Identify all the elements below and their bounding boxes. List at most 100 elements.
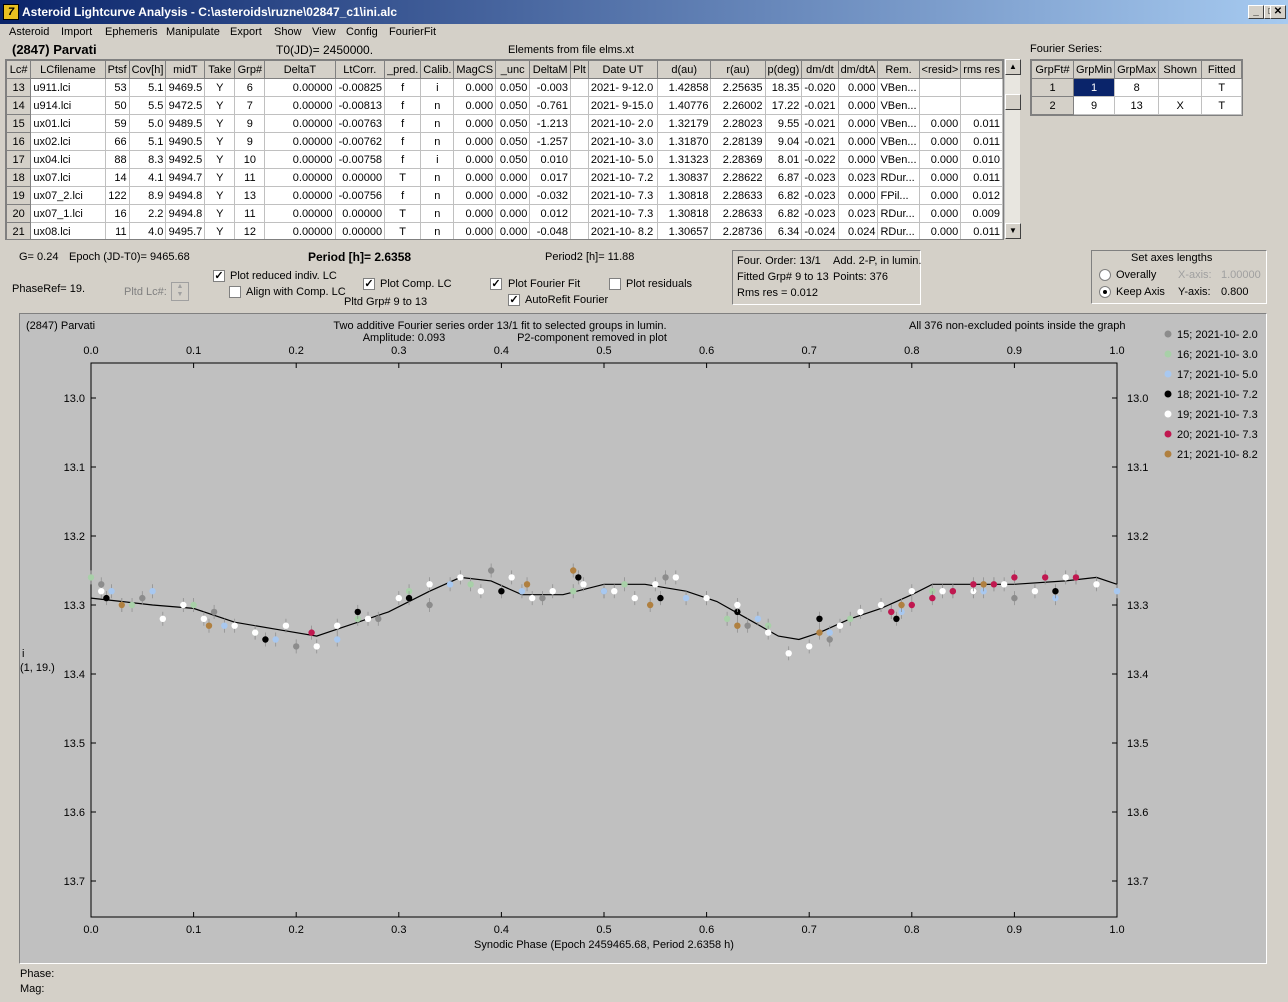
table-cell[interactable]: 66 (104, 132, 130, 151)
table-cell[interactable]: 2.28736 (710, 222, 766, 239)
plot-residuals-checkbox[interactable] (609, 278, 621, 290)
table-cell[interactable]: 0.024 (837, 222, 879, 239)
table-cell[interactable]: 59 (104, 114, 130, 133)
table-cell[interactable]: 2.28023 (710, 114, 766, 133)
table-cell[interactable]: 2021-10- 7.2 (587, 168, 659, 187)
table-cell[interactable]: -0.003 (529, 78, 571, 97)
table-cell[interactable]: 2.28369 (710, 150, 766, 169)
table-cell[interactable]: 9494.8 (165, 204, 206, 223)
row-header[interactable]: 17 (6, 150, 32, 169)
table-cell[interactable]: 0.011 (960, 114, 1003, 133)
table-cell[interactable]: 0.000 (918, 150, 962, 169)
table-cell[interactable]: 11 (104, 222, 130, 239)
table-cell[interactable]: 0.000 (495, 186, 531, 205)
menu-config[interactable]: Config (346, 26, 378, 38)
table-cell[interactable] (570, 132, 589, 151)
column-header[interactable]: Date UT (587, 60, 659, 79)
table-cell[interactable]: 0.000 (495, 204, 531, 223)
fourier-cell[interactable]: 13 (1114, 96, 1160, 115)
table-cell[interactable]: -0.021 (801, 132, 839, 151)
table-cell[interactable]: ux08.lci (30, 222, 106, 239)
table-row[interactable]: 16 ux02.lci 66 5.1 9490.5 Y 9 0.00000 -0.00762 f n… (6, 132, 1003, 151)
plot-fourier-checkbox[interactable]: ✓ (490, 278, 502, 290)
table-cell[interactable]: RDur... (877, 204, 920, 223)
table-cell[interactable]: 12 (234, 222, 266, 239)
column-header[interactable]: MagCS (453, 60, 497, 79)
table-cell[interactable]: 6 (234, 78, 266, 97)
column-header[interactable]: Take (204, 60, 236, 79)
table-cell[interactable]: -0.00763 (334, 114, 386, 133)
table-cell[interactable]: 1.30818 (657, 186, 712, 205)
table-cell[interactable]: u911.lci (30, 78, 106, 97)
table-cell[interactable]: 0.050 (495, 78, 531, 97)
table-cell[interactable]: 0.000 (453, 114, 497, 133)
table-cell[interactable]: 8.01 (764, 150, 803, 169)
column-header[interactable]: Lc# (6, 60, 32, 79)
plot-comp-checkbox[interactable]: ✓ (363, 278, 375, 290)
table-cell[interactable]: T (384, 168, 422, 187)
table-cell[interactable]: ux02.lci (30, 132, 106, 151)
plot-reduced-checkbox[interactable]: ✓ (213, 270, 225, 282)
column-header[interactable]: _pred. (384, 60, 422, 79)
table-cell[interactable]: 9472.5 (165, 96, 206, 115)
table-cell[interactable]: 0.00000 (264, 168, 336, 187)
table-cell[interactable]: 0.012 (960, 186, 1003, 205)
table-cell[interactable]: 11 (234, 168, 266, 187)
table-cell[interactable]: 0.000 (837, 186, 879, 205)
table-cell[interactable]: n (420, 222, 455, 239)
table-cell[interactable]: 9 (234, 114, 266, 133)
table-cell[interactable]: 1.32179 (657, 114, 712, 133)
table-cell[interactable] (570, 186, 589, 205)
table-cell[interactable]: 0.011 (960, 132, 1003, 151)
table-cell[interactable]: 0.050 (495, 132, 531, 151)
table-cell[interactable]: -0.00813 (334, 96, 386, 115)
menu-ephemeris[interactable]: Ephemeris (105, 26, 158, 38)
xaxis-value[interactable]: 1.00000 (1221, 269, 1261, 281)
table-cell[interactable]: T (384, 222, 422, 239)
column-header[interactable]: d(au) (657, 60, 712, 79)
table-cell[interactable]: 2021-10- 2.0 (587, 114, 659, 133)
table-cell[interactable]: 122 (104, 186, 130, 205)
table-cell[interactable]: -0.021 (801, 114, 839, 133)
table-cell[interactable]: 0.000 (453, 150, 497, 169)
table-cell[interactable]: 9492.5 (165, 150, 206, 169)
table-cell[interactable]: 2.26002 (710, 96, 766, 115)
table-row[interactable]: 14 u914.lci 50 5.5 9472.5 Y 7 0.00000 -0.00813 f n… (6, 96, 1003, 115)
table-cell[interactable]: 0.000 (918, 186, 962, 205)
column-header[interactable]: Plt (570, 60, 589, 79)
table-cell[interactable] (570, 168, 589, 187)
row-header[interactable]: 21 (6, 222, 32, 239)
fourier-cell[interactable]: X (1158, 96, 1203, 115)
table-cell[interactable]: -0.048 (529, 222, 571, 239)
table-cell[interactable]: 2021- 9-15.0 (587, 96, 659, 115)
table-cell[interactable]: Y (204, 168, 236, 187)
column-header[interactable]: LCfilename (30, 60, 106, 79)
row-header[interactable]: 14 (6, 96, 32, 115)
table-cell[interactable]: 7 (234, 96, 266, 115)
table-cell[interactable]: 9 (234, 132, 266, 151)
table-cell[interactable]: 0.00000 (264, 150, 336, 169)
table-cell[interactable] (918, 78, 962, 97)
table-cell[interactable]: ux07_2.lci (30, 186, 106, 205)
fourier-column-header[interactable]: GrpMin (1072, 60, 1116, 79)
table-cell[interactable]: -0.00756 (334, 186, 386, 205)
table-cell[interactable]: 0.050 (495, 114, 531, 133)
overally-radio[interactable] (1099, 269, 1111, 281)
fourier-cell[interactable]: T (1201, 78, 1243, 97)
table-cell[interactable]: 6.87 (764, 168, 803, 187)
row-header[interactable]: 15 (6, 114, 32, 133)
table-cell[interactable]: 0.00000 (334, 168, 386, 187)
table-cell[interactable]: 0.000 (918, 222, 962, 239)
fourier-row[interactable]: 2 9 13 X T (1031, 96, 1243, 115)
table-scrollbar[interactable]: ▲ ▼ (1004, 59, 1021, 239)
menu-show[interactable]: Show (274, 26, 302, 38)
table-cell[interactable]: Y (204, 132, 236, 151)
table-cell[interactable]: i (420, 78, 455, 97)
table-cell[interactable]: 0.00000 (264, 132, 336, 151)
column-header[interactable]: p(deg) (764, 60, 803, 79)
close-button[interactable]: ✕ (1270, 5, 1286, 19)
fourier-cell[interactable]: 1 (1072, 78, 1116, 97)
table-cell[interactable]: ux07.lci (30, 168, 106, 187)
table-cell[interactable]: 0.023 (837, 168, 879, 187)
table-cell[interactable]: 5.5 (128, 96, 167, 115)
